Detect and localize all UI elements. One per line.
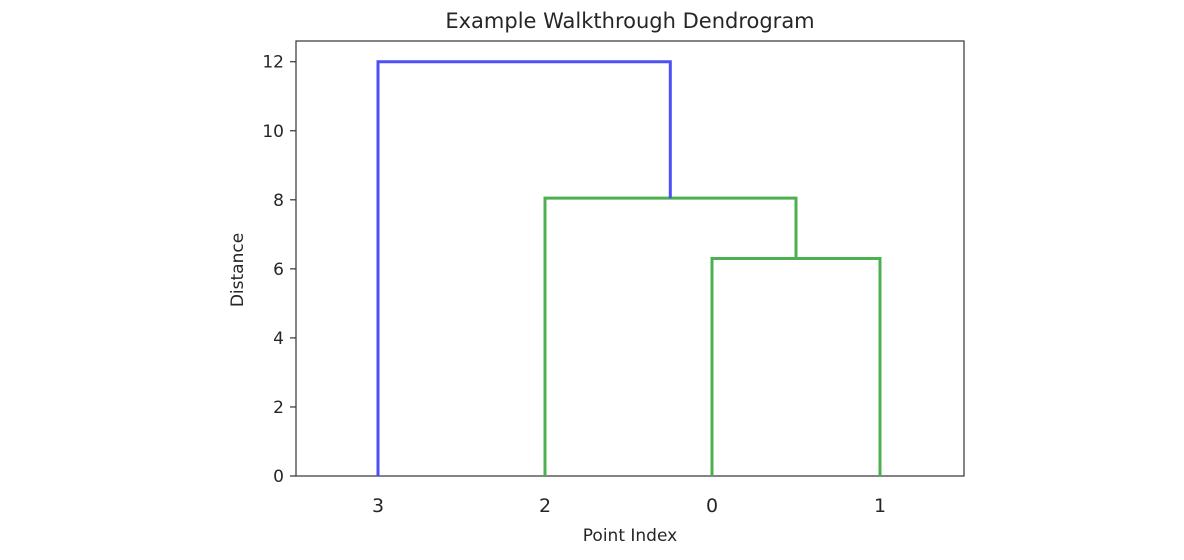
dendrogram-link-0-1	[710, 257, 882, 476]
y-tick-label: 8	[273, 191, 284, 211]
y-tick-label: 0	[273, 467, 284, 487]
dendrogram-link-3-201	[376, 60, 672, 476]
dendrogram-link-2-01	[543, 196, 798, 476]
y-axis-label: Distance	[228, 233, 248, 307]
x-axis-label: Point Index	[583, 526, 677, 546]
y-tick-label: 4	[273, 329, 284, 349]
x-tick-label: 3	[372, 495, 384, 517]
x-tick-label: 2	[539, 495, 551, 517]
y-tick-label: 10	[262, 122, 284, 142]
x-axis: 3 2 0 1	[372, 495, 886, 517]
chart-title: Example Walkthrough Dendrogram	[445, 9, 814, 33]
x-tick-label: 0	[706, 495, 718, 517]
y-tick-label: 2	[273, 398, 284, 418]
y-tick-label: 6	[273, 260, 284, 280]
x-tick-label: 1	[874, 495, 886, 517]
plot-frame	[295, 40, 965, 477]
y-tick-label: 12	[262, 53, 284, 73]
dendrogram-links	[376, 60, 882, 476]
plot-area	[295, 40, 965, 477]
y-axis: 0 2 4 6 8 10 12	[262, 53, 296, 487]
